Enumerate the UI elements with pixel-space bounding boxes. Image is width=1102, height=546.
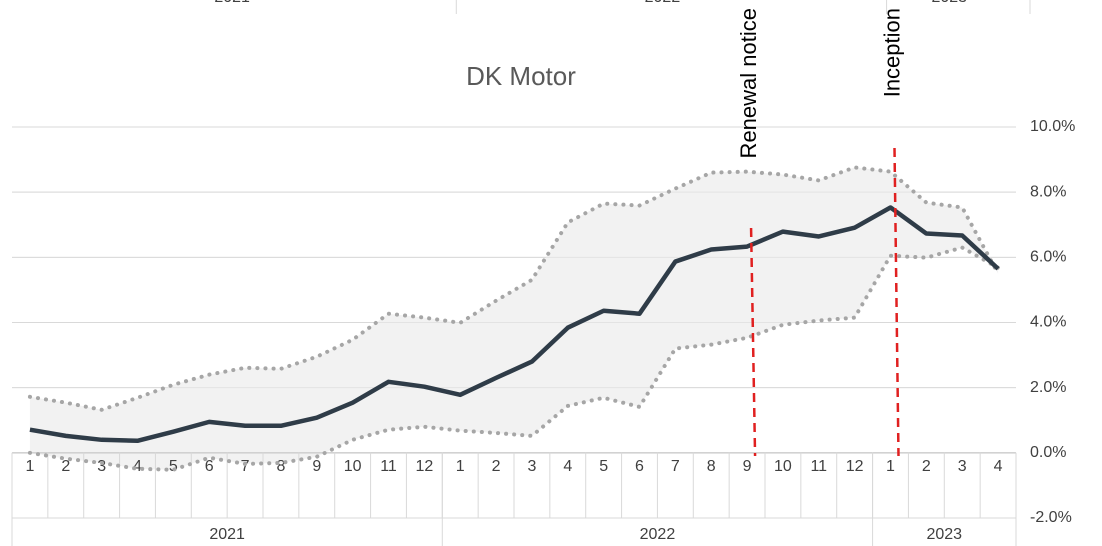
x-tick-label: 8 (707, 458, 716, 475)
y-tick-label: 2.0% (1030, 379, 1066, 396)
group-label: 2021 (209, 526, 245, 543)
chart-title: DK Motor (466, 61, 576, 91)
x-tick-label: 9 (312, 458, 321, 475)
group-label-top: 2021 (214, 0, 250, 6)
x-tick-label: 2 (492, 458, 501, 475)
x-tick-label: 1 (886, 458, 895, 475)
annotation-line (893, 147, 900, 457)
group-label-top: 2022 (645, 0, 681, 6)
x-tick-label: 10 (774, 458, 792, 475)
x-tick-label: 10 (344, 458, 362, 475)
x-tick-label: 9 (743, 458, 752, 475)
group-label: 2023 (926, 526, 962, 543)
x-tick-label: 6 (635, 458, 644, 475)
annotation-line (749, 227, 757, 457)
y-tick-label: 0.0% (1030, 444, 1066, 461)
y-tick-label: 8.0% (1030, 183, 1066, 200)
annotation-label: Renewal notice (736, 8, 761, 158)
x-tick-label: 8 (276, 458, 285, 475)
group-label: 2022 (640, 526, 676, 543)
x-tick-label: 3 (97, 458, 106, 475)
series-line (27, 245, 1001, 472)
x-tick-label: 2 (922, 458, 931, 475)
x-tick-label: 3 (958, 458, 967, 475)
annotation-label: Inception (879, 8, 904, 97)
x-tick-label: 1 (25, 458, 34, 475)
y-tick-label: 6.0% (1030, 249, 1066, 266)
x-tick-label: 4 (133, 458, 142, 475)
x-tick-label: 5 (169, 458, 178, 475)
x-tick-label: 4 (994, 458, 1003, 475)
x-tick-label: 7 (671, 458, 680, 475)
x-tick-label: 11 (810, 458, 827, 475)
group-label-top: 2023 (931, 0, 967, 6)
x-tick-label: 3 (527, 458, 536, 475)
series-line (29, 205, 1000, 444)
x-tick-label: 12 (846, 458, 864, 475)
y-tick-label: 4.0% (1030, 314, 1066, 331)
x-tick-label: 12 (415, 458, 433, 475)
x-tick-label: 11 (380, 458, 397, 475)
y-tick-label: -2.0% (1030, 509, 1072, 526)
x-tick-label: 4 (563, 458, 572, 475)
x-tick-label: 6 (205, 458, 214, 475)
y-tick-label: 10.0% (1030, 118, 1075, 135)
x-tick-label: 5 (599, 458, 608, 475)
x-tick-label: 1 (456, 458, 465, 475)
x-tick-label: 2 (61, 458, 70, 475)
x-tick-label: 7 (241, 458, 250, 475)
